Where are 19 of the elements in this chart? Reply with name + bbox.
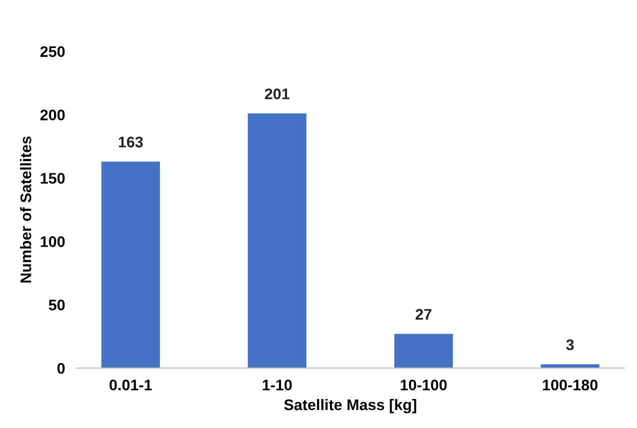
data-label: 201 [264,88,290,100]
bar [248,113,306,368]
y-tick-label: 0 [57,362,65,374]
x-tick-label: 0.01-1 [110,380,152,390]
data-label: 3 [566,339,574,350]
bar [101,162,160,368]
x-axis-title: Satellite Mass [kg] [284,398,416,414]
x-tick-label: 1-10 [262,380,292,390]
data-label: 27 [416,308,432,320]
y-axis-title: Number of Satellites [20,136,32,283]
data-label: 163 [118,136,143,148]
y-tick-label: 50 [48,300,65,310]
x-tick-label: 100-180 [542,380,598,390]
y-tick-label: 100 [40,236,65,248]
y-tick-label: 200 [40,110,65,120]
bar [394,334,453,368]
x-tick-label: 10-100 [400,380,447,390]
y-tick-label: 250 [40,46,65,58]
y-tick-label: 150 [40,172,65,184]
